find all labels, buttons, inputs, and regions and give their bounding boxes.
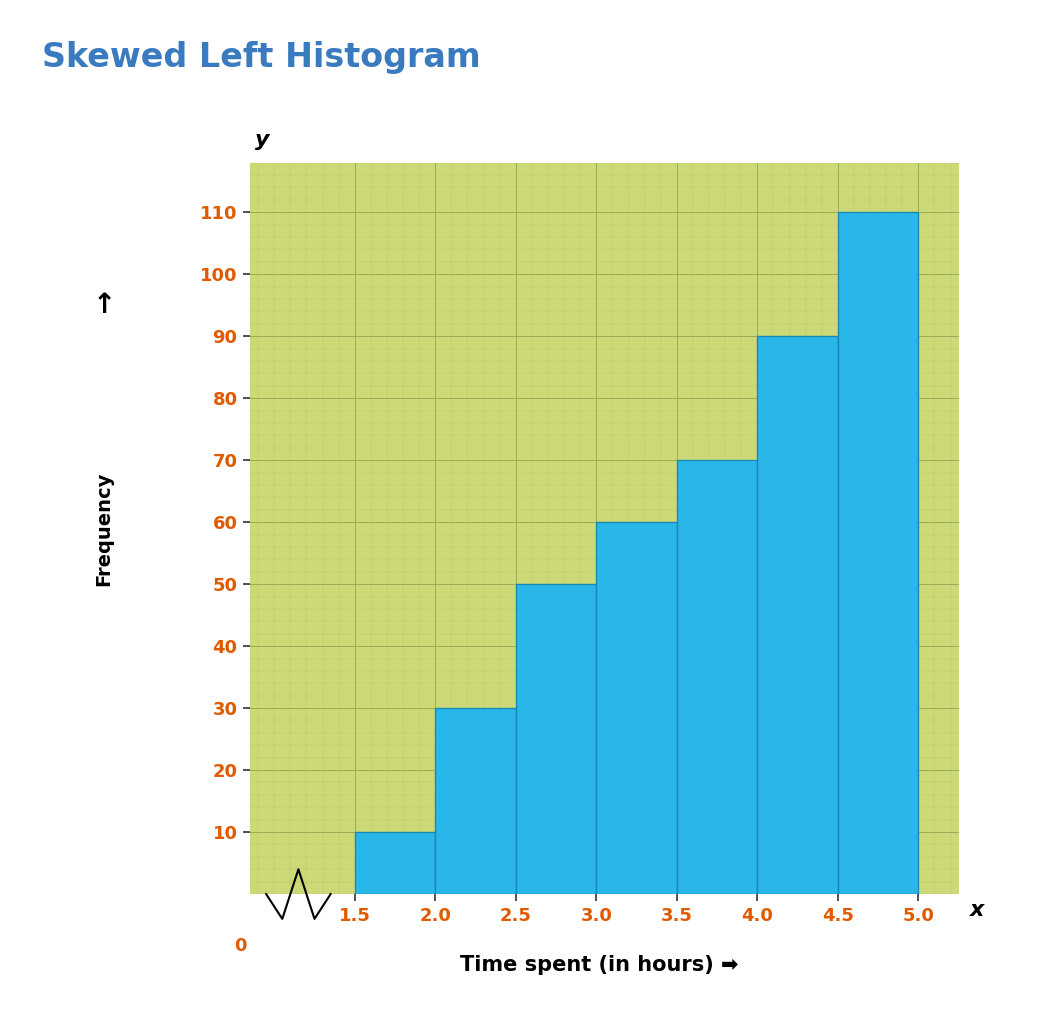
- Bar: [677, 460, 758, 894]
- Bar: [516, 584, 596, 894]
- Bar: [596, 522, 677, 894]
- Text: x: x: [970, 900, 985, 920]
- Bar: [758, 336, 838, 894]
- Text: y: y: [255, 130, 270, 150]
- Text: Frequency: Frequency: [95, 471, 114, 585]
- Bar: [436, 708, 516, 894]
- Text: 0: 0: [234, 938, 247, 955]
- Bar: [838, 212, 918, 894]
- Bar: [354, 832, 436, 894]
- Text: Skewed Left Histogram: Skewed Left Histogram: [42, 41, 480, 73]
- Text: Time spent (in hours) ➡: Time spent (in hours) ➡: [460, 955, 739, 975]
- Text: ↑: ↑: [93, 291, 116, 319]
